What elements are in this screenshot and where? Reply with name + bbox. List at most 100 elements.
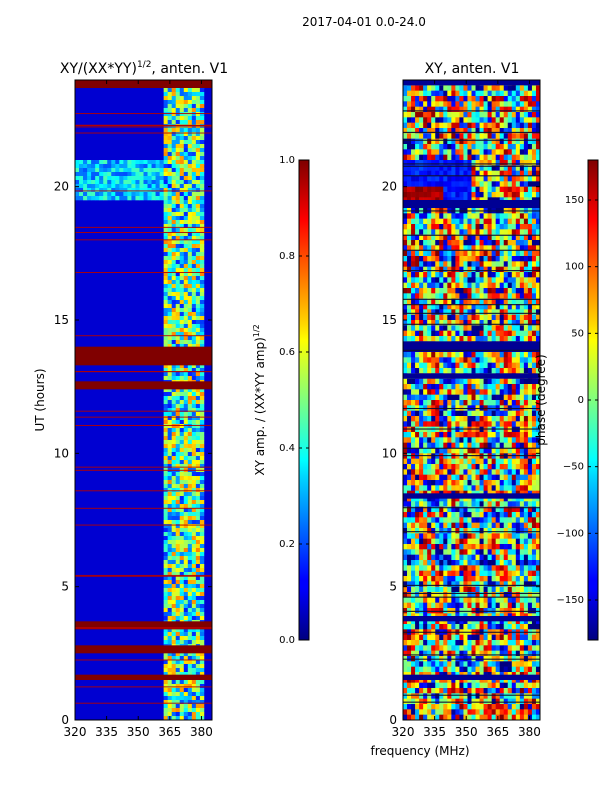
phase-heatmap-cell <box>479 394 484 401</box>
amplitude-heatmap-cell <box>199 336 205 341</box>
amplitude-heatmap-cell <box>171 528 177 533</box>
amplitude-heatmap-cell <box>171 492 177 497</box>
amplitude-heatmap-cell <box>195 192 201 197</box>
amplitude-heatmap-cell <box>183 212 189 217</box>
amplitude-heatmap-cell <box>191 532 197 537</box>
phase-heatmap-cell <box>499 325 505 331</box>
phase-heatmap-cell <box>527 224 533 230</box>
amplitude-flag-line <box>75 627 212 628</box>
phase-heatmap-cell <box>463 272 468 278</box>
amplitude-heatmap-cell <box>175 240 181 245</box>
phase-heatmap-cell <box>443 165 448 171</box>
amplitude-heatmap-cell <box>195 640 201 645</box>
phase-heatmap-cell <box>535 554 541 561</box>
amplitude-heatmap-cell <box>187 500 193 505</box>
phase-heatmap-cell <box>471 144 476 150</box>
amplitude-heatmap-cell <box>187 316 193 321</box>
phase-heatmap-cell <box>527 181 533 187</box>
amplitude-heatmap-cell <box>191 652 197 657</box>
phase-heatmap-cell <box>435 560 440 566</box>
phase-heatmap-cell <box>447 517 452 523</box>
amplitude-heatmap-cell <box>195 688 201 693</box>
amplitude-heatmap-cell <box>187 448 193 453</box>
amplitude-heatmap-cell <box>179 488 185 493</box>
phase-heatmap-cell <box>535 368 541 374</box>
phase-heatmap-cell <box>427 138 432 145</box>
amplitude-heatmap-cell <box>183 668 189 673</box>
amplitude-heatmap-cell <box>119 184 124 189</box>
phase-heatmap-cell <box>475 90 480 97</box>
amplitude-heatmap-cell <box>187 112 193 117</box>
phase-heatmap-cell <box>535 421 541 427</box>
phase-heatmap-cell <box>431 154 436 161</box>
phase-heatmap-cell <box>407 117 412 123</box>
amplitude-heatmap-cell <box>135 184 140 189</box>
phase-heatmap-cell <box>487 480 492 486</box>
phase-heatmap-cell <box>503 245 509 251</box>
phase-heatmap-cell <box>467 245 472 251</box>
amplitude-heatmap-cell <box>183 632 189 637</box>
phase-heatmap-cell <box>427 560 432 566</box>
amplitude-heatmap-cell <box>183 540 189 545</box>
phase-heatmap-cell <box>483 330 488 337</box>
amplitude-heatmap-cell <box>195 364 201 369</box>
phase-heatmap-cell <box>403 101 408 107</box>
phase-heatmap-cell <box>467 277 472 283</box>
phase-heatmap-cell <box>491 496 496 502</box>
phase-heatmap-cell <box>463 277 468 283</box>
phase-heatmap-cell <box>531 448 537 454</box>
amplitude-heatmap-cell <box>195 172 201 177</box>
amplitude-heatmap-cell <box>171 372 177 377</box>
amplitude-heatmap-cell <box>167 188 173 193</box>
phase-heatmap-cell <box>439 378 444 385</box>
phase-heatmap-cell <box>459 368 464 374</box>
phase-heatmap-cell <box>423 282 428 289</box>
amplitude-heatmap-cell <box>163 316 168 321</box>
amplitude-heatmap-cell <box>167 548 173 553</box>
phase-heatmap-cell <box>439 474 444 481</box>
phase-heatmap-cell <box>483 186 488 193</box>
phase-heatmap-cell <box>455 501 460 507</box>
phase-heatmap-cell <box>495 186 501 193</box>
amplitude-heatmap-cell <box>179 444 185 449</box>
phase-heatmap-cell <box>487 512 492 518</box>
phase-heatmap-cell <box>491 528 496 534</box>
phase-heatmap-cell <box>431 266 436 273</box>
amplitude-heatmap-cell <box>107 196 112 201</box>
amplitude-heatmap-cell <box>191 492 197 497</box>
phase-heatmap-cell <box>459 352 464 358</box>
amplitude-heatmap-cell <box>179 180 185 185</box>
phase-heatmap-cell <box>467 394 472 401</box>
phase-heatmap-cell <box>507 533 513 539</box>
phase-heatmap-cell <box>471 106 476 113</box>
phase-heatmap-cell <box>431 517 436 523</box>
amplitude-heatmap-cell <box>183 452 189 457</box>
phase-heatmap-cell <box>403 234 408 241</box>
amplitude-heatmap-cell <box>115 168 120 173</box>
phase-heatmap-cell <box>487 229 492 235</box>
amplitude-heatmap-cell <box>167 244 173 249</box>
phase-heatmap-cell <box>459 160 464 166</box>
phase-heatmap-cell <box>411 325 416 331</box>
amplitude-heatmap-cell <box>199 476 205 481</box>
amplitude-colorbar-tick-label: 0.2 <box>279 539 295 550</box>
amplitude-heatmap-cell <box>79 160 84 165</box>
amplitude-heatmap-cell <box>183 168 189 173</box>
phase-heatmap-cell <box>415 229 420 235</box>
phase-heatmap-cell <box>407 149 412 155</box>
phase-heatmap-cell <box>519 469 525 475</box>
phase-heatmap-cell <box>451 192 456 198</box>
phase-heatmap-cell <box>511 234 517 241</box>
amplitude-heatmap-cell <box>187 272 193 277</box>
phase-heatmap-cell <box>423 218 428 225</box>
amplitude-heatmap-cell <box>199 128 205 133</box>
phase-heatmap-cell <box>407 165 412 171</box>
phase-heatmap-cell <box>455 421 460 427</box>
phase-heatmap-cell <box>499 256 505 262</box>
phase-heatmap-cell <box>415 336 420 342</box>
phase-heatmap-cell <box>519 101 525 107</box>
amplitude-heatmap-cell <box>195 560 201 565</box>
phase-heatmap-cell <box>483 320 488 326</box>
phase-heatmap-cell <box>403 512 408 518</box>
phase-heatmap-cell <box>499 96 505 102</box>
